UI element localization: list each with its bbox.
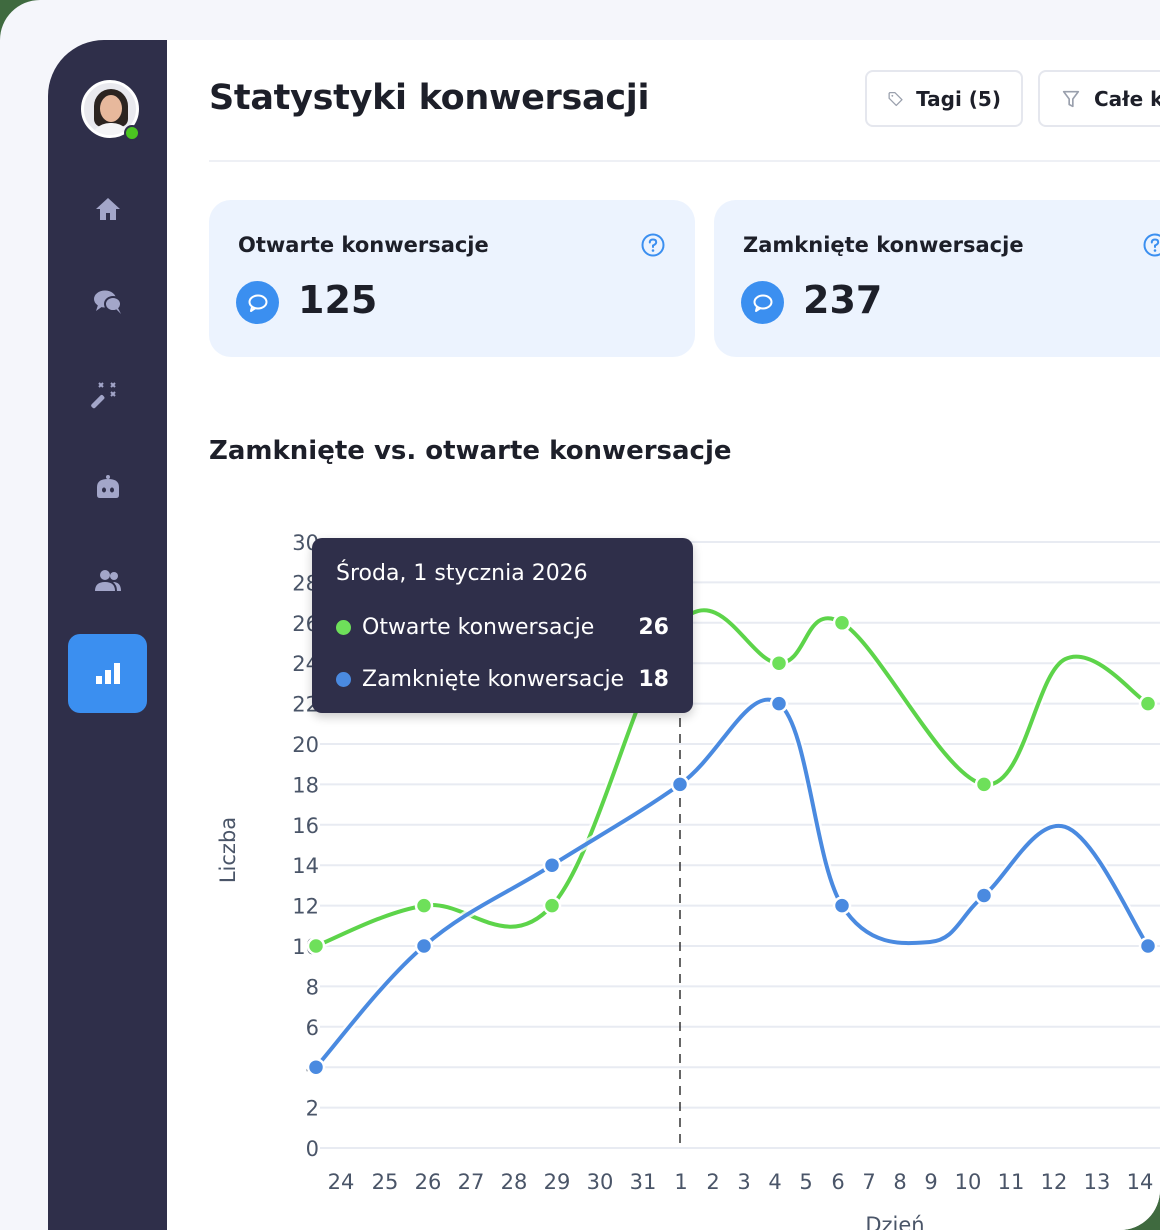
home-icon [95,197,120,220]
tooltip-date: Środa, 1 stycznia 2026 [336,561,588,586]
y-tick-label: 0 [306,1137,319,1161]
bar-chart-icon [95,662,120,684]
chart-title: Zamknięte vs. otwarte konwersacje [209,436,732,466]
x-tick-label: 5 [799,1170,812,1194]
filter-icon [1062,90,1080,107]
sidebar-item-users[interactable] [68,541,147,620]
app-window: Statystyki konwersacji Tagi (5) Całe k O… [48,40,1160,1230]
y-tick-label: 14 [292,854,319,878]
x-tick-label: 29 [544,1170,571,1194]
help-icon[interactable] [640,232,666,258]
x-tick-label: 1 [674,1170,687,1194]
data-point[interactable] [306,936,326,956]
filter-button-label: Całe k [1094,86,1160,111]
chat-bubbles-icon [93,290,122,314]
data-point[interactable] [974,775,994,794]
x-tick-label: 26 [415,1170,442,1194]
data-point[interactable] [306,1057,326,1077]
data-point[interactable] [832,613,852,633]
x-tick-label: 11 [998,1170,1025,1194]
sidebar-item-statistics[interactable] [68,634,147,713]
date-range-filter-button[interactable]: Całe k [1038,70,1160,127]
data-point[interactable] [1138,694,1158,713]
tooltip-row-open: Otwarte konwersacje 26 [336,612,669,642]
data-point[interactable] [769,653,789,673]
y-tick-label: 20 [292,733,319,757]
data-point[interactable] [974,886,994,905]
x-tick-label: 27 [458,1170,485,1194]
chat-icon [236,281,279,324]
avatar[interactable] [81,80,139,138]
x-axis-title: Dzień [865,1213,924,1230]
x-tick-label: 25 [372,1170,399,1194]
x-tick-label: 30 [587,1170,614,1194]
data-point[interactable] [542,896,562,915]
y-tick-label: 12 [292,895,319,919]
open-legend-dot-icon [336,619,351,635]
data-point[interactable] [414,936,434,956]
users-icon [94,569,121,591]
main-content: Statystyki konwersacji Tagi (5) Całe k O… [167,40,1160,1230]
card-title: Otwarte konwersacje [238,233,489,257]
line-chart[interactable]: 0246810121416182022242628302425262728293… [167,40,1160,1230]
x-tick-label: 24 [328,1170,355,1194]
data-point[interactable] [414,896,434,915]
x-tick-label: 4 [768,1170,781,1194]
x-tick-label: 10 [955,1170,982,1194]
magic-wand-icon [90,381,116,408]
x-tick-label: 13 [1084,1170,1111,1194]
chart-tooltip: Środa, 1 stycznia 2026 Otwarte konwersac… [312,538,693,713]
y-tick-label: 16 [292,814,319,838]
x-tick-label: 14 [1127,1170,1154,1194]
open-conversations-value: 125 [298,278,378,322]
data-point[interactable] [769,694,789,713]
tag-icon [888,91,903,106]
x-tick-label: 12 [1041,1170,1068,1194]
x-tick-label: 31 [630,1170,657,1194]
online-status-icon [124,125,140,141]
y-tick-label: 8 [306,975,319,999]
sidebar-item-automation[interactable] [68,355,147,434]
open-conversations-card: Otwarte konwersacje 125 [209,200,695,357]
x-tick-label: 7 [862,1170,875,1194]
closed-conversations-value: 237 [803,278,883,322]
help-icon[interactable] [1142,232,1160,258]
y-tick-label: 18 [292,773,319,797]
closed-conversations-line [314,697,1150,1069]
tags-button-label: Tagi (5) [916,86,1001,111]
closed-conversations-card: Zamknięte konwersacje 237 [714,200,1160,357]
data-point[interactable] [670,775,690,794]
page-title: Statystyki konwersacji [209,78,650,118]
card-title: Zamknięte konwersacje [743,233,1024,257]
data-point[interactable] [832,896,852,915]
sidebar [48,40,167,1230]
sidebar-item-bot[interactable] [68,448,147,527]
header-divider [209,160,1160,162]
sidebar-item-conversations[interactable] [68,262,147,341]
x-tick-label: 2 [706,1170,719,1194]
tags-button[interactable]: Tagi (5) [865,70,1023,127]
tooltip-row-closed: Zamknięte konwersacje 18 [336,664,669,694]
x-tick-label: 6 [831,1170,844,1194]
x-tick-label: 9 [924,1170,937,1194]
data-point[interactable] [542,855,562,875]
sidebar-item-home[interactable] [68,169,147,248]
chat-icon [741,281,784,324]
data-point[interactable] [1138,936,1158,956]
x-tick-label: 3 [737,1170,750,1194]
y-axis-title: Liczba [216,817,240,883]
x-tick-label: 28 [501,1170,528,1194]
closed-legend-dot-icon [336,671,351,687]
x-tick-label: 8 [893,1170,906,1194]
y-tick-label: 2 [306,1097,319,1121]
bot-icon [96,474,119,498]
y-tick-label: 6 [306,1016,319,1040]
